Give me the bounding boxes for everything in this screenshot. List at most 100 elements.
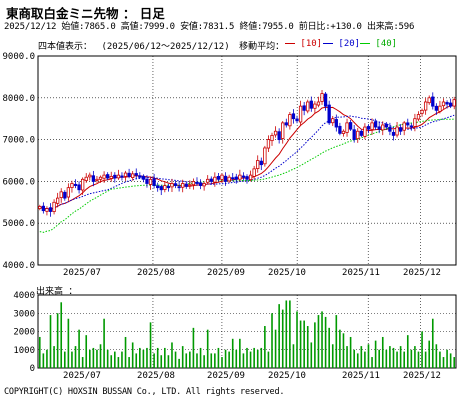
candle-body: [298, 105, 303, 123]
volume-bar: [63, 351, 66, 368]
candle-body: [206, 178, 210, 183]
candle-body: [420, 109, 424, 114]
candle-body: [327, 104, 331, 124]
ma-legend-40: [40]: [360, 39, 397, 49]
volume-bar: [378, 349, 380, 368]
volume-bar: [367, 344, 370, 368]
candle-body: [263, 147, 267, 165]
volume-bar: [121, 351, 123, 368]
candle-body: [70, 183, 74, 188]
ma-40-label: [40]: [375, 39, 398, 49]
volume-bar: [231, 338, 234, 368]
candle-body: [359, 130, 363, 136]
ma-40-swatch: [360, 43, 370, 44]
candle-body: [234, 176, 238, 180]
volume-bar: [314, 322, 316, 368]
candle-body: [395, 126, 399, 136]
candle-body: [320, 93, 324, 102]
candle-body: [284, 122, 288, 126]
volume-y-tick-label: 2000: [13, 328, 35, 338]
ma-line-40: [39, 118, 455, 233]
volume-bar: [210, 353, 213, 368]
candle-body: [152, 178, 156, 186]
volume-bar: [203, 355, 205, 368]
volume-bar: [428, 340, 431, 368]
candle-body: [98, 176, 103, 180]
period-range: (2025/06/12～2025/12/12): [101, 42, 230, 52]
candle-body: [445, 102, 449, 105]
volume-bar: [317, 315, 320, 368]
chart-title: 東商取白金ミニ先物 ： 日足: [6, 6, 165, 21]
candle-body: [331, 118, 335, 124]
volume-bar: [385, 349, 388, 368]
volume-bar: [310, 342, 313, 368]
candle-body: [391, 131, 396, 136]
volume-bar: [124, 336, 127, 368]
candle-body: [248, 174, 253, 181]
volume-bar: [217, 347, 220, 368]
volume-bar: [324, 316, 327, 368]
candle-body: [106, 174, 110, 179]
volume-bar: [224, 349, 227, 368]
volume-bar: [239, 338, 241, 368]
volume-bar: [331, 344, 334, 368]
volume-bar: [71, 351, 73, 368]
volume-bar: [221, 357, 223, 368]
candle-body: [334, 119, 338, 128]
candle-body: [188, 184, 192, 187]
volume-bar: [442, 357, 445, 368]
candle-body: [288, 114, 292, 127]
price-x-tick-label: 2025/12: [403, 268, 441, 278]
candle-body: [377, 126, 381, 130]
volume-y-tick-label: 1000: [13, 346, 35, 356]
candle-body: [427, 97, 431, 104]
candle-body: [245, 176, 249, 180]
volume-bar: [371, 357, 373, 368]
volume-bar: [228, 351, 230, 368]
candle-body: [59, 191, 63, 199]
volume-bar: [449, 353, 452, 368]
volume-bar: [253, 347, 255, 368]
volume-bar: [60, 302, 63, 368]
candle-body: [270, 135, 274, 142]
candle-body: [348, 122, 353, 130]
volume-bar: [431, 318, 434, 368]
candle-body: [370, 122, 374, 130]
candle-body: [448, 102, 453, 107]
ma-label: 移動平均：: [239, 42, 285, 52]
volume-bar: [421, 331, 423, 368]
candle-body: [273, 130, 278, 136]
candle-body: [352, 129, 356, 140]
candle-body: [323, 93, 328, 107]
candle-body: [341, 130, 346, 134]
candle-body: [170, 183, 174, 188]
candle-body: [159, 186, 163, 191]
ma-20-label: [20]: [338, 39, 361, 49]
volume-bar: [135, 353, 138, 368]
price-y-tick-label: 8000.0: [2, 94, 35, 104]
volume-bar: [196, 353, 198, 368]
candle-body: [252, 168, 256, 177]
volume-bar: [342, 333, 345, 368]
price-x-tick-label: 2025/10: [268, 268, 306, 278]
volume-bar: [417, 351, 420, 368]
volume-bar: [249, 351, 252, 368]
candle-body: [163, 185, 167, 190]
candle-body: [38, 206, 42, 209]
volume-bar: [299, 320, 302, 368]
candle-body: [398, 127, 403, 132]
candle-body: [195, 181, 199, 184]
price-info-line: 2025/12/12 始値:7865.0 高値:7999.0 安値:7831.5…: [4, 22, 415, 32]
price-y-tick-label: 7000.0: [2, 136, 35, 146]
volume-bar: [353, 349, 355, 368]
volume-bar: [303, 320, 305, 368]
volume-bar: [164, 347, 166, 368]
candle-body: [409, 125, 413, 128]
volume-bar: [335, 315, 338, 368]
candle-body: [181, 183, 185, 188]
volume-bar: [74, 346, 77, 368]
candle-body: [202, 183, 206, 187]
volume-bar: [453, 357, 456, 368]
volume-bar: [356, 353, 359, 368]
period-range-row: 四本値表示： (2025/06/12～2025/12/12) 移動平均：: [38, 39, 284, 52]
